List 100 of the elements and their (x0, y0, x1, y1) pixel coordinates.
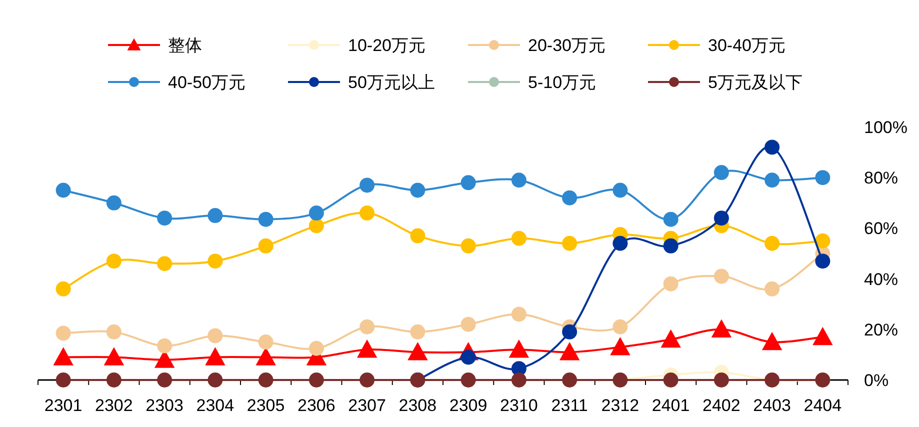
point (106, 195, 122, 210)
point (764, 281, 780, 296)
y-tick-label: 40% (864, 270, 898, 289)
x-tick-label: 2307 (348, 396, 386, 415)
x-tick-label: 2306 (298, 396, 336, 415)
y-tick-label: 60% (864, 219, 898, 238)
point (812, 326, 833, 346)
point (663, 238, 678, 254)
point (610, 336, 630, 356)
point (106, 372, 122, 388)
x-tick-label: 2403 (753, 396, 791, 415)
point (360, 178, 375, 193)
point (714, 372, 729, 388)
point (205, 347, 226, 366)
point (612, 182, 628, 198)
point (815, 233, 830, 248)
x-tick-label: 2301 (44, 396, 82, 415)
point (612, 236, 628, 251)
point (56, 326, 71, 341)
point (410, 324, 426, 340)
point (559, 342, 580, 360)
x-tick-label: 2311 (551, 396, 588, 415)
point (157, 338, 172, 354)
y-tick-label: 80% (864, 168, 898, 188)
point (360, 372, 375, 388)
x-tick-label: 2310 (500, 396, 538, 415)
point (762, 332, 782, 350)
legend-label: 30-40万元 (708, 36, 786, 55)
point (562, 324, 578, 340)
point (663, 212, 678, 227)
point (258, 238, 274, 254)
point (360, 206, 375, 221)
x-tick-label: 2308 (398, 396, 437, 415)
x-tick-label: 2304 (196, 396, 234, 415)
point (815, 170, 830, 186)
point (157, 372, 172, 388)
point (256, 347, 276, 366)
point (258, 372, 274, 388)
point (56, 182, 71, 198)
point (53, 347, 74, 366)
point (660, 329, 681, 348)
x-tick-label: 2401 (652, 396, 690, 415)
x-tick-label: 2305 (246, 396, 285, 415)
point (764, 140, 780, 155)
point (208, 208, 223, 224)
point (711, 319, 732, 338)
point (663, 276, 678, 292)
point (562, 236, 578, 251)
point (460, 238, 476, 254)
x-tick-label: 2404 (804, 396, 842, 415)
point (511, 230, 526, 246)
legend-label: 整体 (168, 36, 202, 55)
point (410, 228, 426, 244)
x-tick-label: 2312 (601, 396, 640, 415)
point (460, 372, 476, 388)
point (562, 372, 578, 388)
point (714, 210, 729, 226)
x-tick-label: 2303 (146, 396, 184, 415)
point (157, 256, 172, 272)
point (258, 334, 274, 350)
point (410, 182, 426, 198)
point (208, 254, 223, 269)
point (258, 212, 274, 227)
point (562, 190, 578, 206)
x-tick-label: 2309 (449, 396, 488, 415)
point (106, 254, 122, 269)
point (208, 372, 223, 388)
point (308, 206, 324, 221)
point (663, 372, 678, 388)
point (764, 172, 780, 188)
point (408, 342, 428, 360)
y-tick-label: 20% (864, 320, 898, 340)
point (612, 319, 628, 334)
point (460, 316, 476, 332)
legend-label: 20-30万元 (528, 36, 606, 55)
point (508, 340, 530, 358)
point (764, 236, 780, 251)
point (815, 254, 830, 269)
y-tick-label: 0% (864, 371, 889, 390)
legend-label: 5-10万元 (528, 73, 596, 92)
point (714, 165, 729, 180)
point (308, 340, 324, 356)
point (511, 372, 526, 388)
x-tick-label: 2402 (702, 396, 740, 415)
point (208, 328, 223, 344)
legend-label: 5万元及以下 (708, 73, 802, 92)
point (157, 210, 172, 226)
point (511, 306, 526, 322)
point (356, 340, 378, 358)
point (714, 268, 729, 284)
point (56, 281, 71, 296)
point (308, 218, 324, 234)
point (511, 172, 526, 188)
point (104, 347, 124, 366)
point (460, 175, 476, 190)
legend-label: 40-50万元 (168, 73, 246, 92)
x-tick-label: 2302 (95, 396, 133, 415)
point (56, 372, 71, 388)
legend-label: 10-20万元 (348, 36, 426, 55)
point (308, 372, 324, 388)
